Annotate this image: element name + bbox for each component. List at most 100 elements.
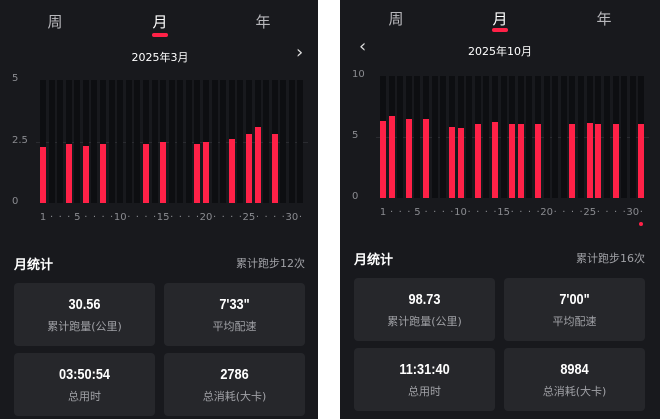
bar-day-13[interactable] bbox=[142, 143, 149, 203]
x-tick-dot: · bbox=[273, 212, 277, 223]
x-tick-label: 1 bbox=[379, 207, 387, 218]
bar-day-17[interactable] bbox=[517, 123, 524, 198]
run-count: 累计跑步12次 bbox=[236, 257, 305, 270]
pace-card[interactable]: 7'33" 平均配速 bbox=[164, 283, 305, 346]
day-column bbox=[211, 80, 218, 203]
bar-day-15[interactable] bbox=[160, 141, 167, 203]
bar-day-14[interactable] bbox=[491, 122, 498, 198]
x-tick-dot: · bbox=[170, 212, 174, 223]
day-column bbox=[237, 80, 244, 203]
tab-month[interactable]: 月 bbox=[492, 10, 508, 28]
day-column bbox=[414, 76, 421, 198]
day-column bbox=[151, 80, 158, 203]
stats-title: 月统计 bbox=[354, 253, 394, 268]
distance-card[interactable]: 30.56 累计跑量(公里) bbox=[14, 283, 155, 346]
tab-year[interactable]: 年 bbox=[255, 13, 271, 31]
x-tick-label: 5 bbox=[414, 207, 421, 218]
calories-card[interactable]: 2786 总消耗(大卡) bbox=[164, 353, 305, 416]
bar-day-26[interactable] bbox=[254, 126, 261, 203]
x-tick-label: 30 bbox=[285, 212, 299, 223]
y-tick-label: 0 bbox=[12, 196, 19, 207]
x-tick-dot: · bbox=[67, 212, 71, 223]
bar-day-28[interactable] bbox=[271, 134, 278, 203]
bar-day-25[interactable] bbox=[245, 134, 252, 203]
day-column bbox=[125, 80, 132, 203]
x-tick-dot: · bbox=[570, 207, 575, 218]
x-tick-dot: · bbox=[195, 212, 200, 223]
october-panel: 周月年 2025年10月 ‹ 0 5 10 1 · · · 5 · · · · 10 · · · · 15 · · · · 20 ·… bbox=[340, 0, 660, 419]
y-tick-label: 5 bbox=[352, 130, 359, 141]
bar-day-10[interactable] bbox=[457, 128, 464, 198]
stat-value: 30.56 bbox=[68, 296, 101, 313]
day-column bbox=[263, 80, 270, 203]
x-tick-dot: · bbox=[441, 207, 445, 218]
day-column bbox=[40, 80, 46, 203]
bar-day-2[interactable] bbox=[388, 116, 395, 198]
x-tick-dot: · bbox=[622, 207, 626, 218]
x-tick-dot: · bbox=[433, 207, 437, 218]
day-column bbox=[440, 76, 447, 198]
x-tick-dot: · bbox=[450, 207, 454, 218]
x-tick-label: 1 bbox=[39, 212, 47, 223]
bar-day-23[interactable] bbox=[569, 123, 576, 198]
x-tick-label: 15 bbox=[156, 212, 170, 223]
day-column bbox=[65, 80, 72, 203]
bar-day-25[interactable] bbox=[586, 122, 593, 198]
tab-year[interactable]: 年 bbox=[596, 10, 612, 28]
bar-day-19[interactable] bbox=[194, 143, 201, 203]
bar-day-20[interactable] bbox=[203, 141, 210, 203]
stat-value: 2786 bbox=[220, 366, 249, 383]
tab-week[interactable]: 周 bbox=[47, 13, 63, 31]
day-column bbox=[603, 76, 610, 198]
day-column bbox=[621, 76, 628, 198]
x-tick-dot: · bbox=[562, 207, 566, 218]
pace-card[interactable]: 7'00" 平均配速 bbox=[504, 278, 645, 341]
bar-day-8[interactable] bbox=[100, 143, 107, 203]
bar-day-4[interactable] bbox=[65, 143, 72, 203]
x-tick-dot: · bbox=[553, 207, 557, 218]
stat-value: 98.73 bbox=[408, 291, 441, 308]
bar-day-1[interactable] bbox=[40, 147, 46, 203]
bar-day-23[interactable] bbox=[228, 139, 235, 203]
x-tick-label: 25 bbox=[583, 207, 597, 218]
bar-day-31[interactable] bbox=[638, 123, 645, 198]
bar-day-4[interactable] bbox=[405, 118, 412, 198]
bar-chart: 0 5 10 1 · · · 5 · · · · 10 · · · · 15 · · · · 20 · · · · 25 · · · · 30 · bbox=[340, 0, 660, 419]
x-tick-dot: · bbox=[613, 207, 618, 218]
chevron-right-icon[interactable]: › bbox=[296, 42, 304, 63]
calories-card[interactable]: 8984 总消耗(大卡) bbox=[504, 348, 645, 411]
tab-week[interactable]: 周 bbox=[388, 10, 404, 28]
active-tab-indicator bbox=[492, 28, 508, 32]
stat-value: 7'33" bbox=[219, 296, 250, 313]
tab-month[interactable]: 月 bbox=[152, 13, 168, 31]
bar-day-6[interactable] bbox=[82, 146, 89, 203]
distance-card[interactable]: 98.73 累计跑量(公里) bbox=[354, 278, 495, 341]
x-tick-dot: · bbox=[484, 207, 488, 218]
y-tick-label: 2.5 bbox=[12, 134, 28, 146]
duration-card[interactable]: 11:31:40 总用时 bbox=[354, 348, 495, 411]
x-tick-dot: · bbox=[230, 212, 234, 223]
bar-day-19[interactable] bbox=[535, 123, 542, 198]
bar-day-1[interactable] bbox=[380, 121, 386, 198]
stat-label: 平均配速 bbox=[212, 320, 257, 333]
stat-label: 累计跑量(公里) bbox=[47, 320, 122, 333]
x-tick-dot: · bbox=[187, 212, 191, 223]
day-column bbox=[280, 80, 287, 203]
bar-day-16[interactable] bbox=[509, 123, 516, 198]
x-tick-dot: · bbox=[144, 212, 148, 223]
y-tick-label: 5 bbox=[12, 73, 19, 84]
day-column bbox=[177, 80, 184, 203]
bar-day-26[interactable] bbox=[595, 123, 602, 198]
x-tick-label: 5 bbox=[74, 212, 81, 223]
day-column bbox=[560, 76, 567, 198]
bar-day-9[interactable] bbox=[448, 127, 455, 198]
bar-day-6[interactable] bbox=[423, 118, 430, 198]
day-column bbox=[91, 80, 98, 203]
x-tick-dot: · bbox=[390, 207, 394, 218]
chevron-left-icon[interactable]: ‹ bbox=[359, 36, 367, 57]
x-tick-dot: · bbox=[476, 207, 480, 218]
bar-day-12[interactable] bbox=[474, 123, 481, 198]
duration-card[interactable]: 03:50:54 总用时 bbox=[14, 353, 155, 416]
bar-day-28[interactable] bbox=[612, 123, 619, 198]
x-tick-dot: · bbox=[281, 212, 285, 223]
